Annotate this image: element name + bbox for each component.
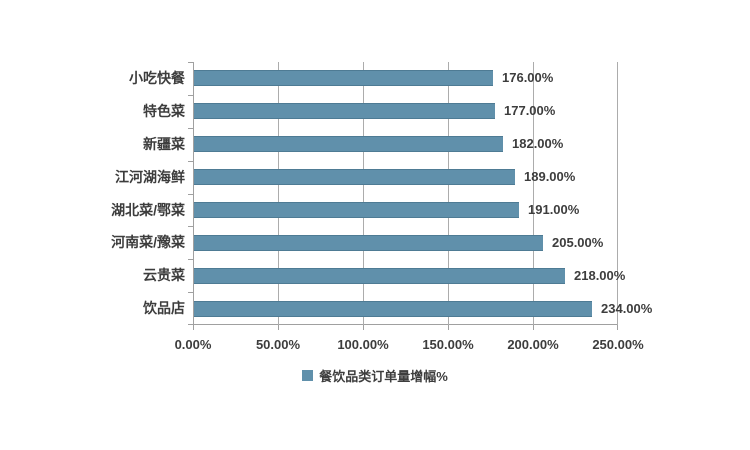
y-axis-tick (188, 161, 193, 162)
y-axis-tick (188, 62, 193, 63)
x-axis-tick (278, 325, 279, 330)
bar (194, 136, 503, 152)
bar-value-label: 234.00% (601, 301, 653, 316)
bar-value-label: 191.00% (528, 202, 580, 217)
category-label: 饮品店 (143, 300, 185, 316)
bar-value-label: 205.00% (552, 235, 604, 250)
legend: 餐饮品类订单量增幅% (0, 366, 750, 384)
bar-value-label: 189.00% (524, 169, 576, 184)
x-axis-tick (617, 325, 618, 330)
bar-value-label: 176.00% (502, 70, 554, 85)
value-axis-labels: 0.00% 50.00% 100.00% 150.00% 200.00% 250.00% (0, 337, 750, 353)
category-label: 小吃快餐 (129, 70, 185, 86)
bar-value-label: 177.00% (504, 103, 556, 118)
y-axis-tick (188, 292, 193, 293)
x-axis-line (193, 324, 618, 325)
plot-area: 176.00% 177.00% 182.00% 189.00% 191.00% 205.0… (188, 62, 652, 330)
y-axis-tick (188, 259, 193, 260)
gridline (363, 62, 364, 325)
bar (194, 235, 543, 251)
category-label: 河南菜/豫菜 (111, 234, 185, 250)
gridline (278, 62, 279, 325)
gridline (448, 62, 449, 325)
y-axis-line (193, 62, 194, 325)
bar (194, 202, 519, 218)
bar (194, 268, 565, 284)
bar-value-label: 182.00% (512, 136, 564, 151)
y-axis-tick (188, 226, 193, 227)
category-label: 云贵菜 (143, 267, 185, 283)
x-tick-label: 50.00% (255, 337, 301, 352)
category-label: 新疆菜 (143, 136, 185, 152)
category-label: 特色菜 (143, 103, 185, 119)
x-tick-label: 200.00% (507, 337, 559, 352)
y-axis-tick (188, 95, 193, 96)
x-tick-label: 100.00% (337, 337, 389, 352)
y-axis-tick (188, 128, 193, 129)
bar (194, 301, 592, 317)
bar (194, 103, 495, 119)
category-label: 江河湖海鲜 (115, 169, 185, 185)
bar-value-label: 218.00% (574, 268, 626, 283)
bar (194, 70, 493, 86)
legend-label: 餐饮品类订单量增幅% (319, 368, 448, 384)
y-axis-tick (188, 194, 193, 195)
bar (194, 169, 515, 185)
x-tick-label: 0.00% (174, 337, 212, 352)
x-axis-tick (193, 325, 194, 330)
x-tick-label: 150.00% (422, 337, 474, 352)
x-axis-tick (533, 325, 534, 330)
category-label: 湖北菜/鄂菜 (111, 202, 185, 218)
category-axis-labels: 小吃快餐特色菜新疆菜江河湖海鲜湖北菜/鄂菜 河南菜/豫菜云贵菜饮品店 (0, 62, 185, 325)
y-axis-tick (188, 324, 193, 325)
x-tick-label: 250.00% (592, 337, 644, 352)
x-axis-tick (363, 325, 364, 330)
legend-swatch (302, 369, 314, 381)
gridline (533, 62, 534, 325)
gridline (617, 62, 618, 325)
x-axis-tick (448, 325, 449, 330)
